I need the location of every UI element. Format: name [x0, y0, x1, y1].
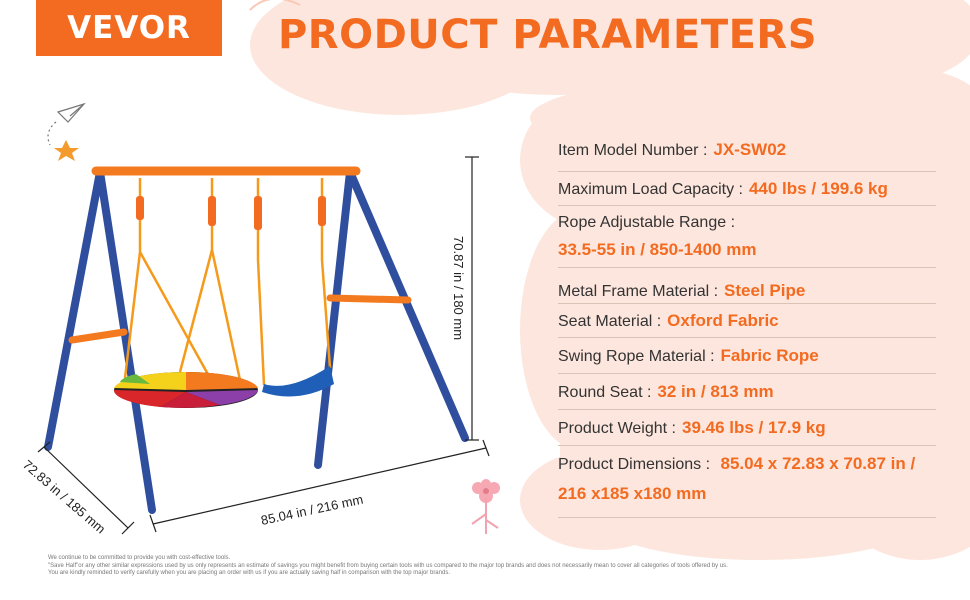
- swing-frame: [44, 166, 469, 514]
- param-label: Maximum Load Capacity :: [558, 181, 743, 198]
- width-dimension: [149, 439, 490, 533]
- paper-plane-icon: [47, 102, 86, 146]
- param-row-frame: Metal Frame Material : Steel Pipe: [558, 268, 936, 304]
- param-row-weight: Product Weight : 39.46 lbs / 17.9 kg: [558, 410, 936, 446]
- depth-dimension: [37, 441, 135, 535]
- param-row-seat-material: Seat Material : Oxford Fabric: [558, 304, 936, 338]
- param-label: Metal Frame Material :: [558, 283, 719, 300]
- param-row-rope-range: Rope Adjustable Range : 33.5-55 in / 850…: [558, 206, 936, 268]
- param-label: Item Model Number :: [558, 142, 708, 159]
- footnote: We continue to be committed to provide y…: [48, 555, 908, 578]
- height-label: 70.87 in / 180 mm: [451, 236, 466, 340]
- param-row-round-seat: Round Seat : 32 in / 813 mm: [558, 374, 936, 410]
- round-seat: [113, 371, 258, 408]
- param-label: Round Seat :: [558, 384, 652, 401]
- footnote-line: "Save Half"or any other similar expressi…: [48, 562, 728, 569]
- param-label: Swing Rope Material :: [558, 348, 715, 365]
- param-value: Fabric Rope: [720, 346, 819, 365]
- brand-logo: VEVOR: [36, 0, 222, 56]
- parameter-list: Item Model Number : JX-SW02 Maximum Load…: [558, 138, 936, 518]
- param-row-dimensions: Product Dimensions : 85.04 x 72.83 x 70.…: [558, 446, 936, 518]
- param-label: Seat Material :: [558, 313, 662, 330]
- param-value: Steel Pipe: [724, 281, 806, 300]
- param-row-rope-material: Swing Rope Material : Fabric Rope: [558, 338, 936, 374]
- height-dimension: [465, 156, 479, 441]
- param-row-model: Item Model Number : JX-SW02: [558, 138, 936, 172]
- star-icon: [54, 140, 79, 161]
- param-value: Oxford Fabric: [667, 311, 779, 330]
- param-value: 32 in / 813 mm: [657, 382, 774, 401]
- footnote-line: You are kindly reminded to verify carefu…: [48, 570, 450, 576]
- param-value: 33.5-55 in / 850-1400 mm: [558, 240, 757, 259]
- belt-seat: [262, 366, 334, 397]
- brand-name: VEVOR: [67, 10, 191, 46]
- param-label: Rope Adjustable Range :: [558, 214, 736, 231]
- param-value: JX-SW02: [713, 140, 787, 159]
- footnote-line: We continue to be committed to provide y…: [48, 555, 231, 561]
- swing-ropes: [123, 178, 332, 386]
- param-label: Product Dimensions :: [558, 456, 711, 473]
- param-value: 440 lbs / 199.6 kg: [748, 179, 888, 198]
- page-title: PRODUCT PARAMETERS: [277, 12, 818, 58]
- width-label: 85.04 in / 216 mm: [260, 492, 365, 528]
- param-row-load: Maximum Load Capacity : 440 lbs / 199.6 …: [558, 172, 936, 206]
- flower-icon: [471, 479, 500, 534]
- param-label: Product Weight :: [558, 420, 676, 437]
- param-value: 39.46 lbs / 17.9 kg: [681, 418, 826, 437]
- param-value: 85.04 x 72.83 x 70.87 in / 216 x185 x180…: [558, 454, 916, 503]
- swing-set-diagram: 70.87 in / 180 mm 85.04 in / 216 mm 72.8…: [20, 102, 500, 537]
